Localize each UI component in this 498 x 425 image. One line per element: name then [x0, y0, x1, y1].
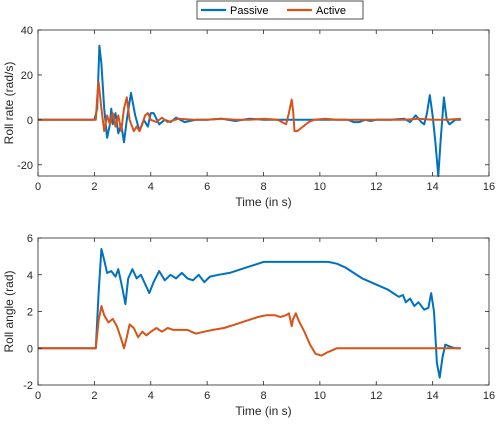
- series-line-active: [38, 80, 461, 133]
- y-tick-label: 4: [27, 270, 33, 282]
- roll-angle-axes-box: [37, 237, 490, 386]
- legend-box: [196, 0, 364, 20]
- legend-label-active: Active: [316, 5, 346, 17]
- y-tick-label: -2: [23, 380, 33, 392]
- x-tick-label: 16: [483, 390, 495, 402]
- x-tick-label: 12: [370, 181, 382, 193]
- roll-angle-series: [38, 248, 461, 379]
- x-tick-label: 0: [35, 181, 41, 193]
- series-line-active: [38, 305, 461, 357]
- x-tick-label: 10: [314, 181, 326, 193]
- legend-label-passive: Passive: [230, 5, 269, 17]
- x-tick-label: 14: [427, 181, 439, 193]
- y-tick-label: 0: [27, 115, 33, 127]
- x-tick-label: 0: [35, 390, 41, 402]
- y-tick-label: -20: [17, 160, 33, 172]
- roll-rate-series: [38, 44, 461, 177]
- roll-rate-x-axis-label: Time (in s): [235, 195, 291, 209]
- roll-rate-y-axis-label: Roll rate (rad/s): [2, 62, 16, 145]
- x-tick-label: 2: [91, 181, 97, 193]
- x-tick-label: 4: [148, 390, 154, 402]
- y-tick-label: 6: [27, 233, 33, 245]
- x-tick-label: 8: [260, 390, 266, 402]
- x-tick-label: 10: [314, 390, 326, 402]
- y-tick-label: 0: [27, 343, 33, 355]
- y-tick-label: 2: [27, 307, 33, 319]
- roll-rate-axes-box: [37, 29, 490, 177]
- series-line-passive: [38, 44, 461, 177]
- x-tick-label: 2: [91, 390, 97, 402]
- roll-angle-y-axis-label: Roll angle (rad): [2, 270, 16, 352]
- x-tick-label: 6: [204, 390, 210, 402]
- roll-angle-x-axis-label: Time (in s): [235, 404, 291, 418]
- x-tick-label: 6: [204, 181, 210, 193]
- y-tick-label: 40: [21, 25, 33, 37]
- legend: Passive Active: [196, 0, 364, 20]
- x-tick-label: 8: [260, 181, 266, 193]
- x-tick-label: 4: [148, 181, 154, 193]
- x-tick-label: 12: [370, 390, 382, 402]
- y-tick-label: 20: [21, 70, 33, 82]
- series-line-passive: [38, 248, 461, 379]
- x-tick-label: 14: [427, 390, 439, 402]
- x-tick-label: 16: [483, 181, 495, 193]
